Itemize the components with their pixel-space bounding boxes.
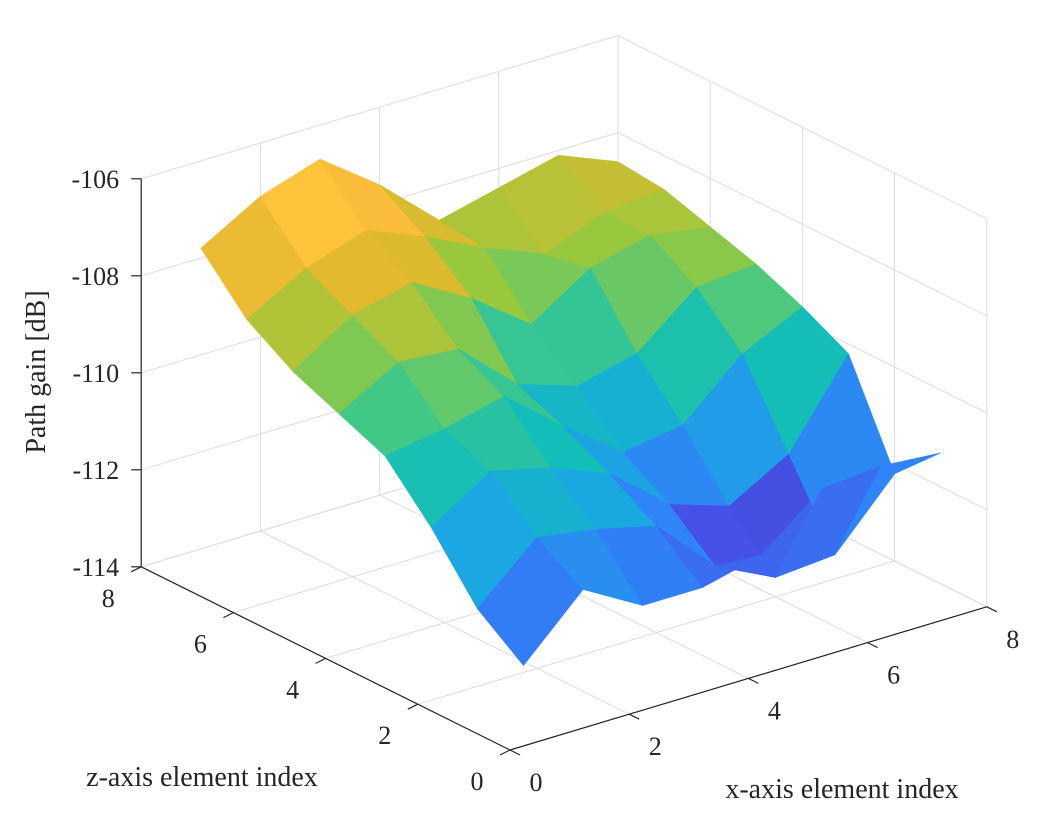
y-axis-title: Path gain [dB] bbox=[21, 290, 52, 453]
x-tick-mark bbox=[748, 677, 759, 684]
y-tick-label: -112 bbox=[72, 456, 119, 485]
axis-layer bbox=[130, 178, 998, 756]
x-tick-label: 4 bbox=[768, 696, 781, 725]
y-tick-label: -106 bbox=[72, 165, 120, 194]
surface-patch bbox=[834, 452, 942, 556]
surface-layer bbox=[200, 155, 942, 666]
z-tick-label: 6 bbox=[194, 630, 207, 659]
x-tick-mark bbox=[986, 606, 998, 613]
x-tick-label: 6 bbox=[887, 661, 900, 690]
z-tick-label: 2 bbox=[378, 721, 391, 750]
z-tick-mark bbox=[407, 703, 419, 710]
back-wall-grid-line bbox=[141, 35, 619, 180]
y-tick-label: -108 bbox=[72, 262, 120, 291]
label-layer: 0 2 4 6 8 0 2 4 6 8 -106 -108 -110 -112 -114 bbox=[72, 165, 1020, 797]
z-tick-label: 0 bbox=[471, 767, 484, 796]
z-tick-mark bbox=[223, 612, 234, 619]
side-wall-grid-line bbox=[617, 35, 988, 220]
z-axis-title: z-axis element index bbox=[86, 762, 318, 793]
x-tick-mark bbox=[509, 749, 521, 756]
z-tick-mark bbox=[499, 749, 511, 756]
y-tick-label: -114 bbox=[72, 553, 119, 582]
x-axis-title: x-axis element index bbox=[725, 774, 958, 805]
side-wall-grid-line bbox=[617, 132, 988, 317]
z-tick-label: 8 bbox=[102, 584, 115, 613]
z-tick-label: 4 bbox=[286, 675, 299, 704]
z-tick-mark bbox=[315, 657, 326, 664]
z-tick-mark bbox=[130, 566, 142, 573]
x-tick-label: 8 bbox=[1006, 625, 1019, 654]
x-tick-mark bbox=[867, 642, 878, 649]
y-tick-label: -110 bbox=[72, 359, 119, 388]
x-tick-mark bbox=[628, 713, 640, 720]
x-tick-label: 2 bbox=[649, 732, 662, 761]
x-tick-label: 0 bbox=[530, 768, 543, 797]
